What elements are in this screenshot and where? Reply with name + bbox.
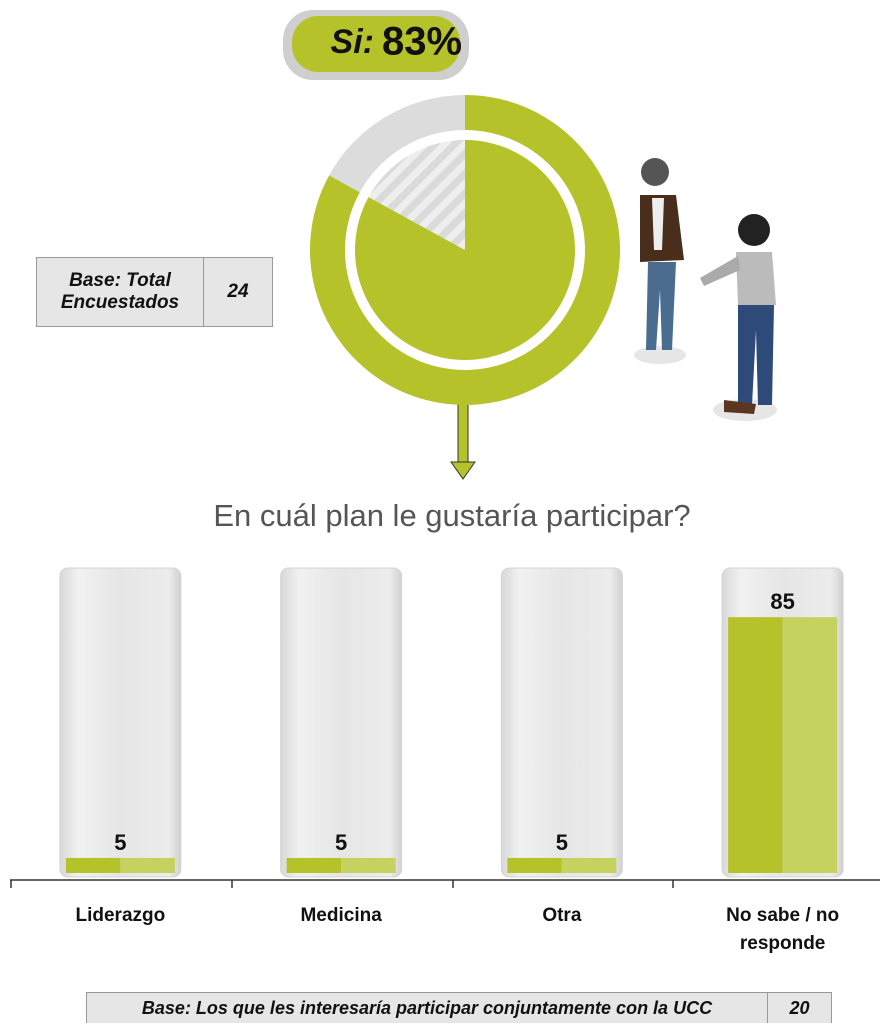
- x-tick-label: Medicina: [300, 905, 382, 926]
- base-bottom: Base: Los que les interesaría participar…: [86, 992, 832, 1023]
- arrow-shaft: [457, 401, 469, 465]
- bar-chart-title: En cuál plan le gustaría participar?: [213, 498, 690, 533]
- base-bottom-label: Base: Los que les interesaría participar…: [87, 993, 768, 1023]
- base-top: Base: Total Encuestados 24: [36, 257, 273, 327]
- bar: [507, 857, 562, 873]
- x-tick-label: No sabe / no responde: [726, 905, 840, 954]
- base-top-value: 24: [227, 281, 249, 302]
- pie-value-label: 83%: [382, 20, 462, 64]
- bar-tube: [59, 567, 182, 878]
- bar: [120, 857, 175, 873]
- bar: [728, 617, 783, 873]
- x-tick-label: Liderazgo: [75, 905, 166, 926]
- bar: [286, 857, 342, 873]
- pie-segment: [354, 140, 575, 360]
- bar: [782, 617, 838, 873]
- x-tick-label: Otra: [542, 905, 582, 926]
- pie-segment: [368, 140, 465, 250]
- pie-label: Si:: [331, 23, 374, 61]
- bar: [341, 857, 396, 873]
- bar-value-label: 85: [770, 589, 794, 614]
- base-bottom-value: 20: [789, 998, 810, 1018]
- base-top-label: Base: Total Encuestados: [37, 258, 204, 326]
- title-bubble: [292, 16, 460, 72]
- people-illustration: [634, 158, 777, 421]
- bar-tube: [280, 567, 403, 878]
- donut-ring-segment: [329, 95, 465, 193]
- bar-tube: [500, 567, 623, 878]
- x-axis: [10, 879, 880, 888]
- bar: [65, 857, 121, 873]
- bar-value-label: 5: [556, 830, 568, 855]
- bar-value-label: 5: [114, 830, 126, 855]
- bar: [561, 857, 617, 873]
- arrow-head: [450, 461, 476, 480]
- bar-value-label: 5: [335, 830, 347, 855]
